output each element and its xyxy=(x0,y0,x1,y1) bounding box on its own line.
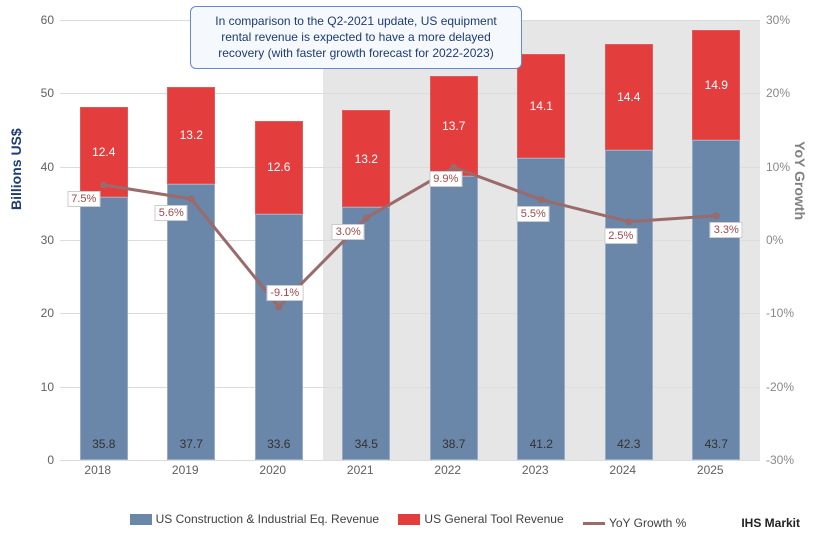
attribution-text: IHS Markit xyxy=(741,516,800,530)
bar-value-construction: 43.7 xyxy=(693,437,739,451)
bar-segment-tool: 12.4 xyxy=(80,107,128,198)
chart-root: In comparison to the Q2-2021 update, US … xyxy=(0,0,816,536)
bar-value-tool: 13.7 xyxy=(431,119,477,133)
legend-swatch-line xyxy=(583,522,605,525)
y-tick-right: 20% xyxy=(766,86,790,100)
y-tick-left: 60 xyxy=(41,13,54,27)
bar-segment-construction: 41.2 xyxy=(517,158,565,460)
y-tick-left: 10 xyxy=(41,380,54,394)
growth-pct-label: 9.9% xyxy=(429,171,462,187)
y-tick-right: -10% xyxy=(766,306,794,320)
x-axis-label: 2024 xyxy=(593,463,653,477)
bar-segment-construction: 43.7 xyxy=(692,140,740,460)
y-tick-left: 30 xyxy=(41,233,54,247)
y-tick-right: 10% xyxy=(766,160,790,174)
bar-segment-construction: 37.7 xyxy=(167,184,215,460)
bar-segment-construction: 33.6 xyxy=(255,214,303,460)
bar-segment-tool: 14.1 xyxy=(517,54,565,157)
bar-value-tool: 14.9 xyxy=(693,78,739,92)
y-axis-right: -30%-20%-10%0%10%20%30% xyxy=(762,20,816,460)
legend-label-blue: US Construction & Industrial Eq. Revenue xyxy=(156,512,379,526)
gridline xyxy=(60,460,760,461)
legend-item-blue: US Construction & Industrial Eq. Revenue xyxy=(130,512,379,526)
bar-segment-tool: 14.4 xyxy=(605,44,653,150)
bar-value-construction: 42.3 xyxy=(606,437,652,451)
x-axis-label: 2022 xyxy=(418,463,478,477)
bar-value-construction: 34.5 xyxy=(343,437,389,451)
x-axis-label: 2020 xyxy=(243,463,303,477)
y-tick-right: 30% xyxy=(766,13,790,27)
growth-pct-label: -9.1% xyxy=(266,285,303,301)
x-axis-label: 2019 xyxy=(155,463,215,477)
bar-value-tool: 12.6 xyxy=(256,160,302,174)
gridline xyxy=(60,313,760,314)
bar-segment-construction: 34.5 xyxy=(342,207,390,460)
growth-pct-label: 5.6% xyxy=(155,205,188,221)
legend-item-line: YoY Growth % xyxy=(583,516,686,530)
growth-pct-label: 5.5% xyxy=(517,206,550,222)
bar-value-tool: 13.2 xyxy=(168,128,214,142)
x-axis-label: 2021 xyxy=(330,463,390,477)
y-tick-right: 0% xyxy=(766,233,783,247)
growth-pct-label: 2.5% xyxy=(604,228,637,244)
bar-segment-construction: 35.8 xyxy=(80,197,128,460)
legend-label-line: YoY Growth % xyxy=(609,516,686,530)
y-axis-left: 0102030405060 xyxy=(0,20,58,460)
y-tick-left: 50 xyxy=(41,86,54,100)
bar-value-construction: 41.2 xyxy=(518,437,564,451)
bar-value-tool: 12.4 xyxy=(81,145,127,159)
callout-text: In comparison to the Q2-2021 update, US … xyxy=(215,14,497,60)
legend-swatch-red xyxy=(398,514,420,525)
bar-value-construction: 38.7 xyxy=(431,437,477,451)
bar-value-construction: 33.6 xyxy=(256,437,302,451)
growth-pct-label: 7.5% xyxy=(67,191,100,207)
bar-segment-construction: 42.3 xyxy=(605,150,653,460)
y-tick-right: -30% xyxy=(766,453,794,467)
bar-value-construction: 37.7 xyxy=(168,437,214,451)
legend-item-red: US General Tool Revenue xyxy=(398,512,563,526)
gridline xyxy=(60,93,760,94)
bar-segment-construction: 38.7 xyxy=(430,176,478,460)
bar-value-tool: 14.1 xyxy=(518,99,564,113)
bar-value-construction: 35.8 xyxy=(81,437,127,451)
x-axis-label: 2025 xyxy=(680,463,740,477)
bar-segment-tool: 13.2 xyxy=(342,110,390,207)
bar-value-tool: 14.4 xyxy=(606,90,652,104)
gridline xyxy=(60,387,760,388)
y-tick-left: 0 xyxy=(47,453,54,467)
gridline xyxy=(60,167,760,168)
y-tick-left: 40 xyxy=(41,160,54,174)
bar-segment-tool: 13.2 xyxy=(167,87,215,184)
x-axis-label: 2023 xyxy=(505,463,565,477)
y-tick-right: -20% xyxy=(766,380,794,394)
bar-segment-tool: 14.9 xyxy=(692,30,740,139)
legend: US Construction & Industrial Eq. Revenue… xyxy=(0,512,816,530)
growth-pct-label: 3.0% xyxy=(332,224,365,240)
bar-segment-tool: 13.7 xyxy=(430,76,478,176)
growth-pct-label: 3.3% xyxy=(710,222,743,238)
bar-segment-tool: 12.6 xyxy=(255,121,303,213)
bar-value-tool: 13.2 xyxy=(343,152,389,166)
legend-swatch-blue xyxy=(130,514,152,525)
legend-label-red: US General Tool Revenue xyxy=(424,512,563,526)
callout-box: In comparison to the Q2-2021 update, US … xyxy=(190,6,522,69)
gridline xyxy=(60,240,760,241)
x-axis-label: 2018 xyxy=(68,463,128,477)
y-tick-left: 20 xyxy=(41,306,54,320)
